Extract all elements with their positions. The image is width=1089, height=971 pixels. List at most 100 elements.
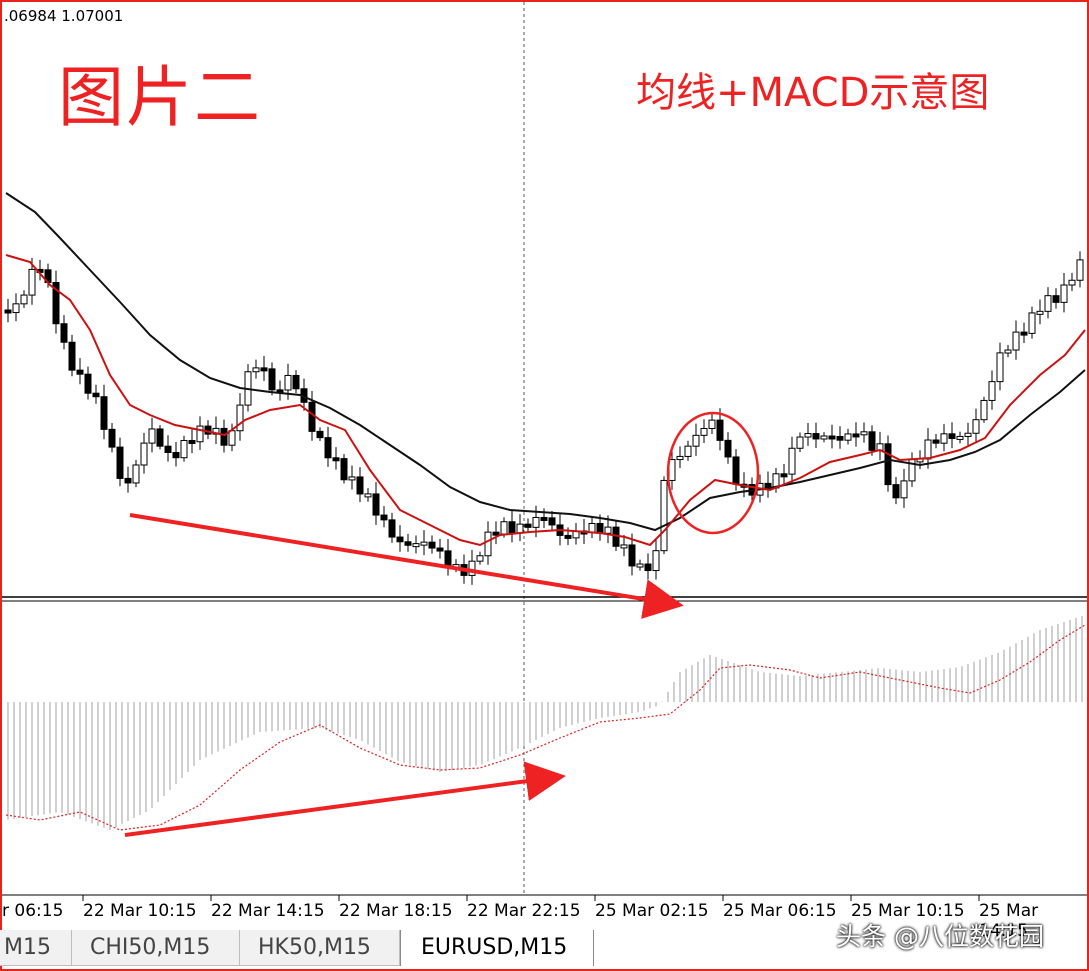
candle-body (868, 431, 876, 451)
candle-body (252, 367, 260, 373)
candle-body (524, 523, 532, 528)
candle-body (708, 419, 716, 429)
candle-body (444, 550, 452, 567)
candle-body (284, 374, 292, 391)
candle-body (140, 442, 148, 466)
time-label: 25 Mar 02:15 (595, 901, 709, 921)
candle-body (1028, 312, 1036, 334)
candle-body (420, 541, 428, 546)
macd-histogram (7, 616, 1083, 830)
time-axis-ticks (82, 895, 980, 901)
candle-body (684, 445, 692, 457)
candle-body (164, 445, 172, 453)
candle-body (652, 550, 660, 572)
candle-body (340, 458, 348, 481)
candle-body (500, 521, 508, 535)
candle-body (260, 367, 268, 372)
candle-body (548, 517, 556, 526)
time-label: 22 Mar 18:15 (339, 901, 453, 921)
candle-body (884, 443, 892, 486)
candle-body (980, 399, 988, 421)
tab-hk50[interactable]: HK50,M15 (240, 930, 400, 966)
candle-body (468, 560, 476, 576)
candle-body (220, 427, 228, 446)
candle-body (308, 401, 316, 432)
candle-body (148, 428, 156, 444)
candle-body (692, 434, 700, 447)
candle-body (932, 439, 940, 444)
candle-body (828, 435, 836, 440)
candle-body (812, 433, 820, 440)
candle-body (588, 522, 596, 533)
candle-body (68, 341, 76, 371)
time-label: 25 Mar 06:15 (723, 901, 837, 921)
candle-body (852, 433, 860, 438)
annotation-circle (666, 411, 760, 535)
candle-body (436, 547, 444, 552)
candle-body (660, 479, 668, 552)
candle-body (1060, 284, 1068, 303)
candle-body (388, 519, 396, 538)
candle-body (196, 425, 204, 443)
candle-body (124, 477, 132, 484)
candle-body (380, 514, 388, 521)
candle-body (716, 419, 724, 441)
price-readout: .06984 1.07001 (4, 7, 124, 25)
candle-body (596, 522, 604, 534)
candle-body (804, 433, 812, 438)
ma-slow-line (5, 192, 1086, 532)
candle-body (836, 436, 844, 441)
candle-body (628, 544, 636, 567)
candle-body (1012, 331, 1020, 351)
candle-body (964, 432, 972, 437)
candle-body (796, 436, 804, 449)
tab-eurusd[interactable]: EURUSD,M15 (400, 930, 594, 966)
candle-body (404, 541, 412, 546)
candle-body (844, 433, 852, 441)
candle-body (52, 281, 60, 325)
candle-body (92, 392, 100, 398)
candle-body (996, 352, 1004, 383)
candle-body (180, 440, 188, 459)
candle-body (228, 430, 236, 446)
candle-body (316, 430, 324, 439)
candle-body (724, 439, 732, 458)
candle-body (940, 433, 948, 444)
candle-body (84, 373, 92, 394)
candlesticks (4, 251, 1084, 585)
candle-body (20, 294, 28, 305)
candle-body (1068, 279, 1076, 286)
candle-body (860, 431, 868, 436)
time-label: 25 Mar 10:15 (851, 901, 965, 921)
candle-body (364, 493, 372, 498)
candle-body (188, 440, 196, 445)
ma-fast-line (5, 254, 1086, 547)
candle-body (948, 433, 956, 439)
candle-body (676, 455, 684, 461)
candle-body (1076, 259, 1084, 281)
candle-body (100, 396, 108, 430)
candle-body (700, 427, 708, 436)
annotation-arrow-macd (124, 761, 566, 837)
candle-body (636, 563, 644, 568)
candle-body (972, 419, 980, 434)
candle-body (780, 473, 788, 478)
candle-body (924, 439, 932, 460)
time-label: 25 Mar 14:15 (979, 901, 1039, 941)
candle-body (332, 457, 340, 462)
candle-body (508, 521, 516, 534)
candle-body (476, 555, 484, 562)
tab-m15[interactable]: M15 (0, 930, 72, 966)
time-label: 22 Mar 22:15 (467, 901, 581, 921)
candle-body (1004, 349, 1012, 354)
candle-body (540, 516, 548, 521)
candle-body (268, 368, 276, 391)
candle-body (564, 534, 572, 539)
candle-body (1044, 295, 1052, 312)
title-annotation-left: 图片二 (58, 59, 262, 136)
candle-body (60, 323, 68, 343)
tab-chi50[interactable]: CHI50,M15 (72, 930, 240, 966)
candle-body (76, 369, 84, 375)
